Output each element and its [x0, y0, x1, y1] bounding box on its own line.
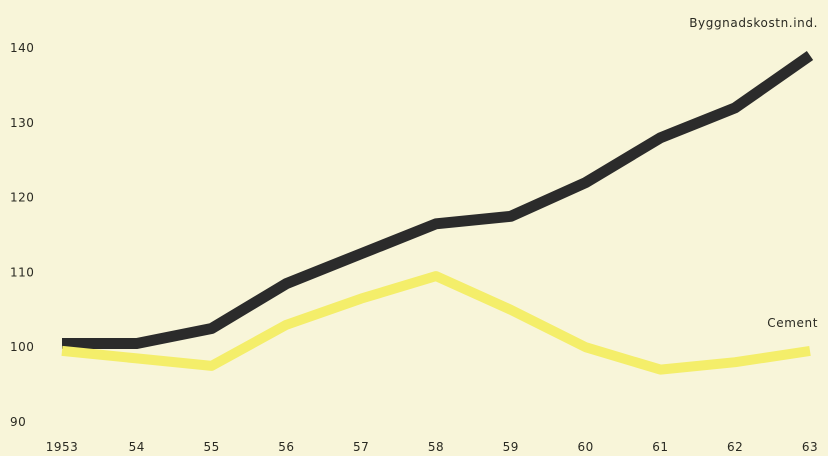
series-layer	[61, 50, 814, 375]
x-tick-label: 1953	[46, 440, 79, 454]
x-tick-label: 58	[428, 440, 444, 454]
x-tick-label: 55	[203, 440, 219, 454]
x-tick-label: 61	[652, 440, 668, 454]
y-tick-label: 90	[10, 415, 26, 429]
x-tick-label: 62	[727, 440, 743, 454]
x-tick-label: 63	[802, 440, 818, 454]
series-line-cement	[61, 271, 811, 375]
x-tick-label: 56	[278, 440, 294, 454]
y-tick-label: 130	[10, 116, 34, 130]
x-axis: 1953 54 55 56 57 58 59 60 61 62 63	[46, 440, 818, 454]
series-label-cement: Cement	[767, 316, 818, 330]
x-tick-label: 59	[503, 440, 519, 454]
y-axis: 90 100 110 120 130 140	[10, 41, 34, 429]
y-tick-label: 110	[10, 265, 34, 279]
x-tick-label: 57	[353, 440, 369, 454]
series-label-byggnadskostn: Byggnadskostn.ind.	[689, 16, 818, 30]
y-tick-label: 120	[10, 191, 34, 205]
y-tick-label: 140	[10, 41, 34, 55]
y-tick-label: 100	[10, 340, 34, 354]
x-tick-label: 54	[129, 440, 145, 454]
series-labels: Byggnadskostn.ind. Cement	[689, 16, 818, 330]
series-line-byggnadskostn	[62, 50, 814, 349]
x-tick-label: 60	[577, 440, 593, 454]
